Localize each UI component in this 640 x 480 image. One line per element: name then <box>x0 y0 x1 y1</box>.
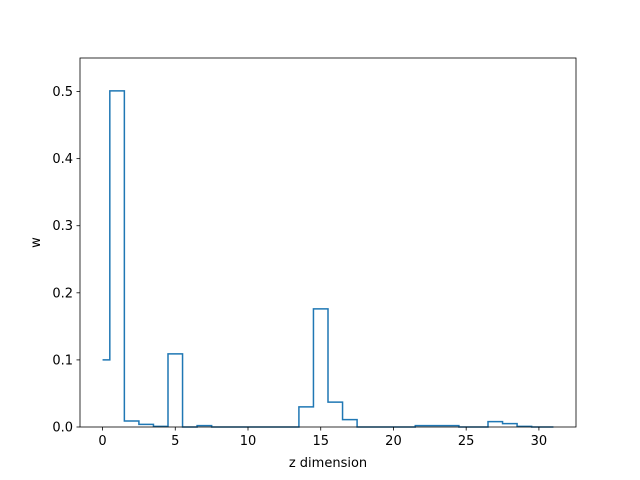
x-tick-label: 25 <box>458 434 475 449</box>
y-tick-label: 0.4 <box>52 152 73 167</box>
y-tick-label: 0.3 <box>52 219 73 234</box>
axes-frame <box>79 57 577 428</box>
x-tick-label: 30 <box>531 434 548 449</box>
series-line <box>102 90 554 428</box>
y-tick-label: 0.0 <box>52 421 73 436</box>
y-tick-label: 0.2 <box>52 286 73 301</box>
x-tick-label: 20 <box>385 434 402 449</box>
x-tick-label: 0 <box>98 434 106 449</box>
axes-layer: 0 5 10 15 20 25 30 0.0 0.1 0.2 0.3 0.4 0.5 <box>52 57 577 449</box>
y-axis-label: w <box>29 237 44 248</box>
y-tick-label: 0.5 <box>52 85 73 100</box>
x-tick-label: 5 <box>171 434 179 449</box>
x-tick-label: 10 <box>240 434 257 449</box>
x-tick-label: 15 <box>312 434 329 449</box>
y-tick-label: 0.1 <box>52 353 73 368</box>
series-layer <box>102 90 554 428</box>
x-axis-label: z dimension <box>289 456 367 471</box>
